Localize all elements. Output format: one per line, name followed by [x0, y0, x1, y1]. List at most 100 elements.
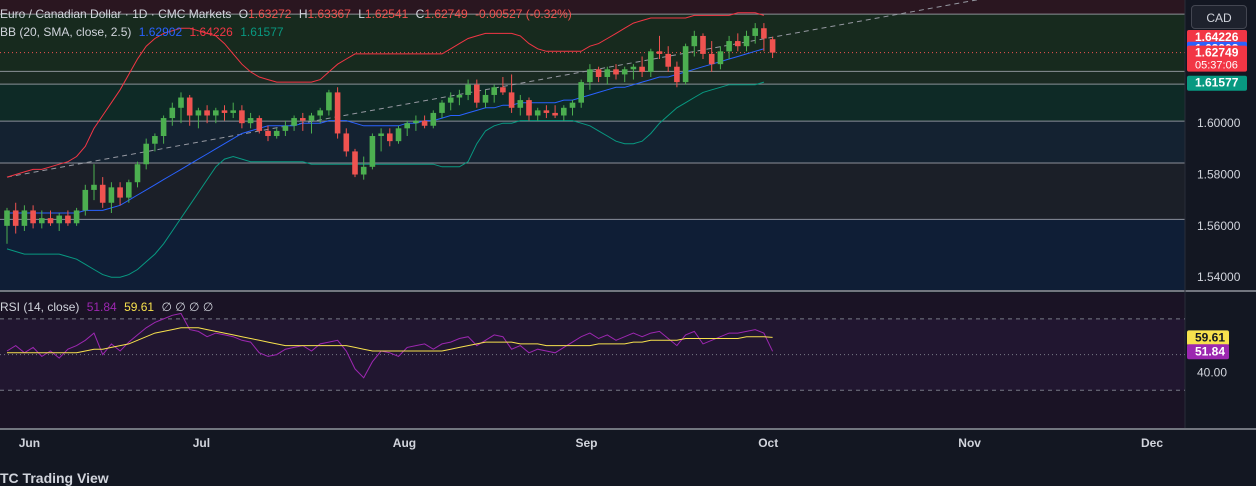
candle-body — [395, 128, 402, 142]
candle-body — [508, 92, 515, 108]
candle-body — [691, 35, 698, 47]
bb-label[interactable]: BB (20, SMA, close, 2.5) — [0, 25, 132, 39]
candle-body — [343, 133, 350, 152]
candle-body — [621, 69, 628, 75]
candle-body — [134, 164, 141, 183]
candle-body — [369, 136, 376, 167]
candle-body — [56, 215, 62, 224]
candle-body — [735, 41, 741, 47]
price-tick-label: 1.60000 — [1197, 116, 1241, 130]
candle-body — [491, 87, 497, 95]
zone-band — [0, 219, 1185, 290]
candle-body — [39, 218, 45, 224]
candle-body — [752, 28, 758, 36]
rsi-badge-label: 51.84 — [1195, 344, 1225, 358]
time-tick-label: Jul — [193, 436, 210, 450]
candle-body — [282, 125, 289, 131]
price-badge — [1187, 30, 1247, 45]
zone-band — [0, 162, 1185, 220]
candle-body — [178, 97, 184, 108]
price-badge — [1187, 45, 1247, 72]
candle-body — [239, 110, 245, 124]
candle-body — [517, 100, 524, 108]
open-label: O — [238, 7, 249, 21]
change-value: -0.00527 (-0.32%) — [475, 7, 572, 21]
symbol-title[interactable]: Euro / Canadian Dollar · 1D · CMC Market… — [0, 7, 232, 21]
candle-body — [674, 66, 680, 83]
candle-body — [265, 130, 271, 137]
price-badge-label: 1.61577 — [1195, 76, 1239, 90]
candle-body — [300, 118, 306, 121]
candle-body — [430, 112, 437, 126]
time-tick-label: Jun — [19, 436, 40, 450]
rsi-ma-value: 59.61 — [124, 300, 155, 314]
high-label: H — [298, 7, 308, 21]
price-tick-label: 1.56000 — [1197, 219, 1241, 233]
candle-body — [456, 94, 463, 98]
bb-legend[interactable]: BB (20, SMA, close, 2.5) 1.62902 1.64226… — [0, 24, 288, 40]
candle-body — [334, 92, 341, 134]
time-tick-label: Nov — [958, 436, 981, 450]
price-badge — [1187, 75, 1247, 91]
candle-body — [500, 87, 506, 93]
candle-body — [482, 94, 489, 103]
candle-body — [682, 46, 689, 83]
candlestick-series — [4, 23, 776, 244]
zone-band — [0, 0, 1185, 15]
candle-body — [195, 110, 202, 116]
low-label: L — [358, 7, 365, 21]
candle-body — [630, 66, 637, 70]
bb-basis-value: 1.62902 — [138, 25, 183, 39]
currency-button[interactable]: CAD — [1191, 5, 1247, 29]
candle-body — [587, 69, 593, 83]
footer-brand: TC Trading View — [0, 470, 109, 486]
candle-body — [447, 97, 454, 103]
candle-body — [108, 187, 115, 203]
candle-body — [91, 184, 97, 190]
rsi-tick-label: 40.00 — [1197, 365, 1227, 379]
candle-body — [769, 39, 776, 53]
candle-body — [474, 84, 480, 103]
candle-body — [561, 107, 567, 116]
rsi-label[interactable]: RSI (14, close) — [0, 300, 80, 314]
candle-body — [73, 210, 80, 224]
rsi-legend[interactable]: RSI (14, close) 51.84 59.61 ∅ ∅ ∅ ∅ — [0, 299, 217, 315]
candle-body — [126, 182, 132, 198]
rsi-pane — [0, 312, 1185, 391]
candle-body — [761, 28, 767, 39]
candle-body — [743, 35, 750, 47]
time-axis-bg — [0, 430, 1185, 460]
time-tick-label: Aug — [393, 436, 416, 450]
candle-body — [526, 100, 532, 116]
candle-body — [534, 110, 541, 116]
candle-body — [65, 215, 71, 224]
rsi-badge — [1187, 344, 1229, 360]
candle-body — [82, 189, 89, 211]
rsi-line — [6, 312, 774, 379]
candle-body — [404, 123, 410, 129]
candle-body — [4, 210, 10, 226]
candle-body — [604, 69, 611, 77]
candle-body — [317, 110, 323, 116]
rsi-extra-values: ∅ ∅ ∅ ∅ — [161, 300, 214, 314]
symbol-header[interactable]: Euro / Canadian Dollar · 1D · CMC Market… — [0, 6, 576, 22]
candle-body — [186, 97, 193, 116]
candle-body — [639, 66, 645, 72]
bb-lower-line — [6, 81, 765, 278]
candle-body — [21, 210, 28, 226]
candle-body — [221, 110, 228, 113]
candle-body — [421, 120, 428, 126]
rsi-badge — [1187, 330, 1229, 346]
candle-body — [230, 110, 236, 113]
candle-body — [717, 51, 724, 65]
candle-body — [413, 120, 419, 124]
candle-body — [595, 69, 602, 77]
candle-body — [143, 143, 149, 165]
close-value: 1.62749 — [424, 7, 468, 21]
candle-body — [665, 53, 671, 67]
open-value: 1.63272 — [248, 7, 292, 21]
candle-body — [543, 110, 550, 113]
zone-band — [0, 14, 1185, 72]
